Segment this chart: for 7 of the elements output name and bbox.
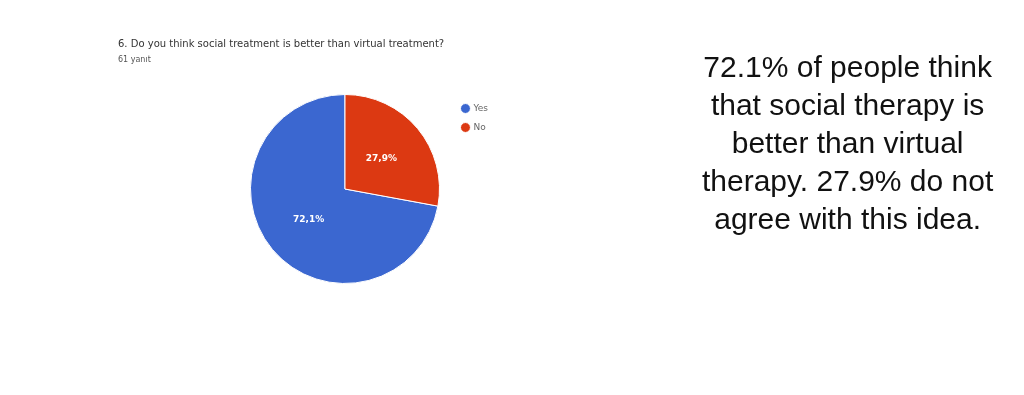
data-label: 72,1% [293,213,325,224]
chart-title: 6. Do you think social treatment is better than virtual treatment? [118,38,446,49]
text: 61 yanıt [118,55,152,64]
text: 72.1% of people think that social therapy is better than virtual therapy. 27.9% do not agree with this idea. [700,49,995,237]
legend-label: Yes [472,102,489,113]
legend-label: No [473,121,487,132]
data-label: 27,9% [365,153,397,164]
